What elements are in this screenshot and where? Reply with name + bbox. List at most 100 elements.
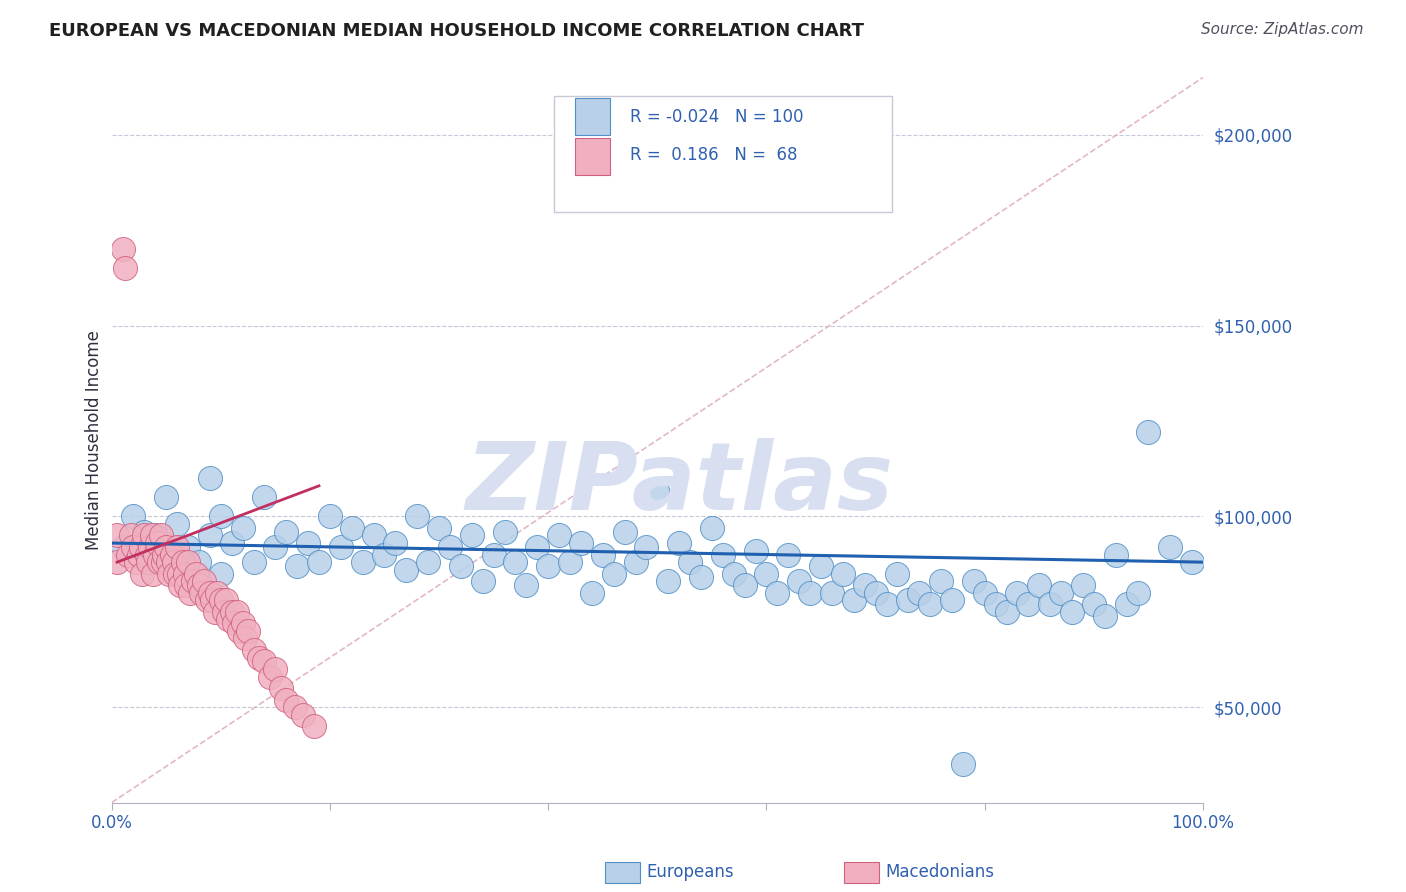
Point — [787, 574, 810, 589]
Point — [253, 654, 276, 668]
Point — [439, 540, 461, 554]
Point — [195, 593, 218, 607]
Point — [1050, 585, 1073, 599]
Point — [384, 536, 406, 550]
Point — [1028, 578, 1050, 592]
Point — [711, 548, 734, 562]
Point — [1060, 605, 1083, 619]
Point — [207, 585, 229, 599]
Point — [929, 574, 952, 589]
Point — [352, 555, 374, 569]
Text: Europeans: Europeans — [647, 863, 734, 881]
Point — [329, 540, 352, 554]
Point — [700, 521, 723, 535]
Point — [624, 555, 647, 569]
Point — [821, 585, 844, 599]
Point — [187, 578, 209, 592]
Point — [163, 555, 186, 569]
Point — [995, 605, 1018, 619]
Point — [242, 643, 264, 657]
Point — [177, 555, 200, 569]
Point — [215, 593, 238, 607]
Point — [105, 555, 128, 569]
Point — [177, 540, 200, 554]
Point — [558, 555, 581, 569]
Point — [152, 555, 174, 569]
Point — [222, 616, 245, 631]
Point — [831, 566, 853, 581]
Point — [122, 509, 145, 524]
Point — [204, 605, 226, 619]
Point — [308, 555, 330, 569]
Point — [122, 540, 145, 554]
Point — [418, 555, 440, 569]
Point — [135, 548, 157, 562]
Point — [494, 524, 516, 539]
Point — [569, 536, 592, 550]
Point — [973, 585, 995, 599]
Point — [270, 681, 292, 695]
Point — [1115, 597, 1137, 611]
Point — [363, 528, 385, 542]
Point — [259, 670, 281, 684]
Point — [209, 566, 232, 581]
Point — [183, 574, 205, 589]
Point — [657, 574, 679, 589]
Point — [120, 528, 142, 542]
Point — [264, 662, 287, 676]
FancyBboxPatch shape — [575, 98, 610, 136]
Point — [134, 524, 156, 539]
Point — [984, 597, 1007, 611]
Point — [159, 566, 181, 581]
Point — [602, 566, 624, 581]
Point — [143, 548, 166, 562]
Point — [128, 548, 150, 562]
Text: Source: ZipAtlas.com: Source: ZipAtlas.com — [1201, 22, 1364, 37]
Point — [190, 585, 212, 599]
Point — [232, 521, 254, 535]
Point — [1094, 608, 1116, 623]
Point — [166, 516, 188, 531]
Point — [155, 548, 177, 562]
Point — [193, 574, 215, 589]
Point — [198, 528, 221, 542]
Point — [482, 548, 505, 562]
Y-axis label: Median Household Income: Median Household Income — [86, 330, 103, 550]
Point — [908, 585, 931, 599]
Point — [810, 558, 832, 573]
Point — [963, 574, 986, 589]
Point — [427, 521, 450, 535]
Point — [395, 563, 418, 577]
Point — [172, 555, 194, 569]
Point — [679, 555, 702, 569]
Point — [209, 509, 232, 524]
Point — [212, 605, 235, 619]
Point — [799, 585, 821, 599]
Point — [647, 483, 669, 497]
Point — [169, 566, 191, 581]
Point — [319, 509, 342, 524]
Point — [136, 555, 159, 569]
Point — [117, 548, 139, 562]
Point — [166, 540, 188, 554]
Point — [636, 540, 658, 554]
Point — [143, 528, 166, 542]
Point — [131, 566, 153, 581]
Point — [592, 548, 614, 562]
Point — [221, 605, 243, 619]
Point — [253, 490, 276, 504]
Point — [690, 570, 713, 584]
Point — [515, 578, 537, 592]
Point — [148, 555, 170, 569]
Point — [285, 558, 308, 573]
Point — [134, 528, 156, 542]
Point — [124, 555, 146, 569]
Text: R = -0.024   N = 100: R = -0.024 N = 100 — [630, 108, 804, 127]
Point — [226, 605, 249, 619]
Point — [897, 593, 920, 607]
Point — [198, 585, 221, 599]
Point — [247, 650, 270, 665]
Point — [284, 700, 307, 714]
Point — [232, 616, 254, 631]
Point — [668, 536, 690, 550]
